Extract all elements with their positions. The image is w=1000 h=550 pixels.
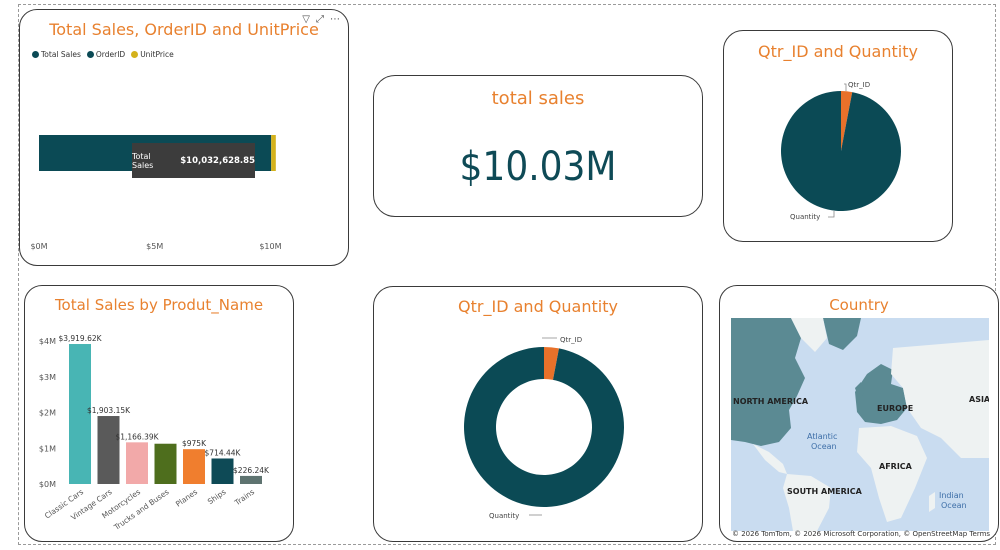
sales-orderid-unitprice-card[interactable]: Total Sales, OrderID and UnitPrice ▽ ⤢ ⋯… [19, 9, 349, 266]
category-label: Planes [174, 487, 199, 508]
qtr-quantity-pie-card[interactable]: Qtr_ID and Quantity Qtr_ID Quantity [723, 30, 953, 242]
card-title: Qtr_ID and Quantity [458, 297, 618, 316]
data-label: $226.24K [233, 466, 270, 475]
total-sales-by-product-card[interactable]: Total Sales by Produt_Name $0M $1M $2M $3M $… [24, 285, 294, 542]
y-tick-label: $1M [39, 444, 56, 453]
card-title: Total Sales by Produt_Name [54, 296, 264, 314]
category-label: Ships [206, 487, 228, 506]
legend-item-orderid[interactable]: OrderID [86, 50, 125, 59]
x-tick-label: $10M [259, 242, 281, 251]
chart-legend: Total Sales OrderID UnitPrice [32, 50, 174, 59]
greenland-landmass [823, 318, 861, 350]
legend-dot-icon [86, 51, 94, 58]
card-title: Country [829, 296, 889, 314]
data-label: $1,903.15K [87, 406, 131, 415]
slice-qtr-id[interactable] [841, 91, 853, 151]
map-label-europe: EUROPE [877, 404, 913, 413]
map-label-south-america: SOUTH AMERICA [787, 487, 863, 496]
bar-vintage-cars[interactable] [97, 416, 120, 484]
pie-chart: Qtr_ID Quantity [781, 81, 901, 221]
map-label-africa: AFRICA [879, 462, 913, 471]
y-tick-label: $3M [39, 373, 56, 382]
legend-dot-icon [32, 51, 39, 58]
donut-label-quantity: Quantity [489, 512, 519, 520]
bar-ships[interactable] [211, 458, 234, 484]
canada-north-landmass [791, 318, 827, 352]
legend-item-unitprice[interactable]: UnitPrice [131, 50, 174, 59]
bar-motorcycles[interactable] [126, 442, 148, 484]
slice-quantity[interactable] [464, 347, 624, 507]
country-map-card[interactable]: Country NORTH AMERICA EUROPE ASIA AFRICA… [719, 285, 999, 542]
y-tick-label: $4M [39, 337, 56, 346]
visual-toolbar: ▽ ⤢ ⋯ [302, 14, 340, 25]
card-title: Qtr_ID and Quantity [758, 42, 918, 61]
bar-planes[interactable] [183, 449, 205, 484]
map-label-north-america: NORTH AMERICA [733, 397, 809, 406]
map-attribution[interactable]: © 2026 TomTom, © 2026 Microsoft Corporat… [732, 530, 991, 538]
bar-classic-cars[interactable] [69, 344, 91, 484]
legend-dot-icon [131, 51, 139, 58]
focus-mode-icon[interactable]: ⤢ [316, 14, 324, 25]
chart-tooltip: Total Sales $10,032,628.85 [132, 143, 255, 178]
card-title: Total Sales, OrderID and UnitPrice [49, 20, 319, 39]
filter-icon[interactable]: ▽ [302, 14, 310, 25]
slice-qtr-id[interactable] [544, 347, 559, 380]
data-label: $1,166.39K [115, 432, 159, 441]
data-label: $3,919.62K [58, 334, 102, 343]
pie-label-qtr-id: Qtr_ID [848, 81, 870, 89]
donut-label-qtr-id: Qtr_ID [560, 336, 582, 344]
pie-label-quantity: Quantity [790, 213, 820, 221]
legend-item-total-sales[interactable]: Total Sales [32, 50, 81, 59]
south-america-landmass [783, 474, 831, 531]
x-tick-label: $5M [146, 242, 163, 251]
africa-landmass [857, 426, 927, 522]
y-tick-label: $2M [39, 409, 56, 418]
leader-line [844, 83, 847, 91]
total-sales-kpi-card[interactable]: total sales $10.03M [373, 75, 703, 217]
donut-chart: Qtr_ID Quantity [464, 336, 624, 520]
category-label: Trains [232, 487, 256, 508]
leader-line [828, 211, 835, 218]
uk-landmass [855, 382, 865, 400]
world-map[interactable]: NORTH AMERICA EUROPE ASIA AFRICA SOUTH A… [731, 318, 989, 531]
card-title: total sales [491, 88, 585, 109]
bar-segment-unitprice[interactable] [271, 135, 276, 171]
bar-trains[interactable] [240, 475, 262, 484]
more-options-icon[interactable]: ⋯ [330, 14, 340, 25]
y-tick-label: $0M [39, 480, 56, 489]
data-label: $714.44K [205, 448, 242, 457]
kpi-value: $10.03M [459, 144, 617, 190]
data-label: $975K [182, 439, 207, 448]
map-label-asia: ASIA [969, 395, 989, 404]
map-label-atlantic-ocean: Ocean [811, 442, 837, 451]
map-label-atlantic: Atlantic [807, 432, 837, 441]
europe-landmass [855, 364, 907, 424]
north-america-landmass [731, 318, 805, 446]
map-label-indian: Indian [939, 491, 964, 500]
bar-trucks-and-buses[interactable] [154, 443, 177, 484]
central-america-landmass [753, 444, 787, 474]
horizontal-bar-chart: $0M $5M $10M [30, 135, 282, 251]
report-canvas [18, 4, 996, 545]
x-tick-label: $0M [30, 242, 47, 251]
qtr-quantity-donut-card[interactable]: Qtr_ID and Quantity Qtr_ID Quantity [373, 286, 703, 542]
madagascar-landmass [929, 492, 935, 512]
map-label-indian-ocean: Ocean [941, 501, 967, 510]
asia-landmass [891, 340, 989, 458]
slice-quantity[interactable] [781, 91, 901, 212]
